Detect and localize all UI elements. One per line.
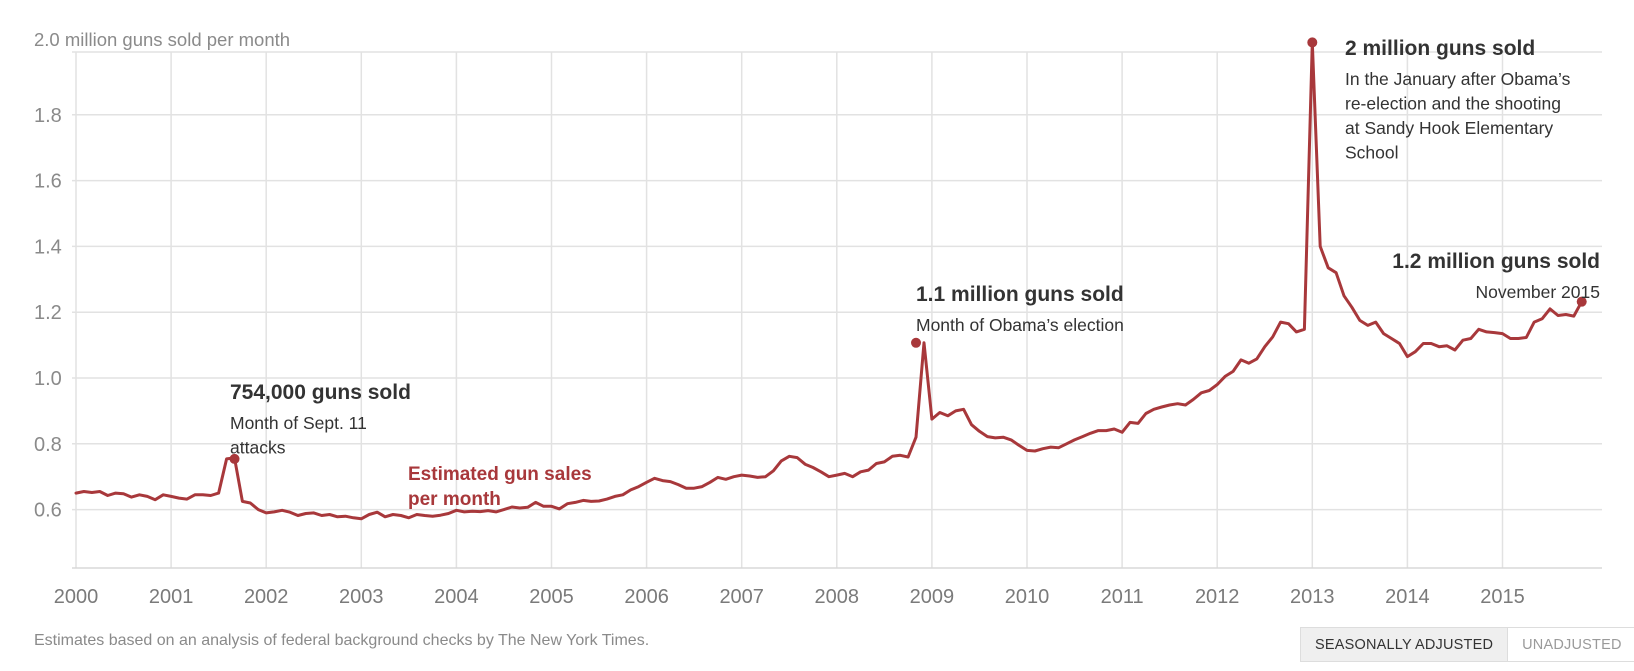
x-tick-label: 2005	[529, 586, 574, 608]
y-tick-label: 1.2	[34, 302, 62, 324]
x-tick-label: 2012	[1195, 586, 1240, 608]
y-tick-label: 0.6	[34, 500, 62, 522]
annotation-marker	[229, 453, 240, 464]
y-tick-label: 1.4	[34, 236, 62, 258]
x-tick-label: 2003	[339, 586, 384, 608]
x-tick-label: 2015	[1480, 586, 1525, 608]
annotation-text: Month of Obama’s election	[916, 315, 1124, 335]
x-tick-label: 2014	[1385, 586, 1430, 608]
series-line	[74, 40, 1584, 521]
annotation-layer: Estimated gun sales per month 754,000 guns…	[229, 37, 1600, 510]
annotation-text: at Sandy Hook Elementary	[1345, 118, 1553, 138]
annotation-text: re-election and the shooting	[1345, 94, 1561, 114]
y-tick-label: 1.8	[34, 105, 62, 127]
x-tick-label: 2010	[1005, 586, 1050, 608]
line-layer	[74, 40, 1584, 521]
annotation-text: November 2015	[1475, 282, 1600, 302]
y-axis-title: 2.0 million guns sold per month	[34, 29, 290, 50]
annotation-title: 754,000 guns sold	[230, 381, 411, 404]
x-tick-label: 2000	[54, 586, 99, 608]
annotation-text: In the January after Obama’s	[1345, 69, 1571, 89]
x-tick-label: 2011	[1101, 586, 1144, 608]
x-tick-label: 2001	[149, 586, 194, 608]
annotation-marker	[1576, 296, 1587, 307]
x-tick-label: 2004	[434, 586, 479, 608]
x-tick-label: 2007	[719, 586, 764, 608]
annotation-marker	[1307, 37, 1318, 48]
x-tick-label: 2008	[815, 586, 860, 608]
annotation-title: 1.1 million guns sold	[916, 283, 1124, 306]
annotation-title: 2 million guns sold	[1345, 37, 1535, 60]
series-label: Estimated gun sales	[408, 464, 592, 485]
y-tick-label: 1.6	[34, 171, 62, 193]
x-tick-label: 2013	[1290, 586, 1335, 608]
source-note: Estimates based on an analysis of federa…	[34, 632, 650, 649]
grid-layer: 0.6 0.8 1.0 1.2 1.4 1.6 1.8 2000 2001 2002 2003 200…	[34, 51, 1602, 608]
seasonally-adjusted-button[interactable]: SEASONALLY ADJUSTED	[1301, 628, 1508, 661]
series-label: per month	[408, 489, 501, 510]
annotation-marker	[911, 337, 922, 348]
annotation-text: School	[1345, 143, 1399, 163]
y-tick-label: 0.8	[34, 434, 62, 456]
y-tick-label: 1.0	[34, 368, 62, 390]
x-tick-label: 2009	[910, 586, 955, 608]
unadjusted-button[interactable]: UNADJUSTED	[1507, 628, 1634, 661]
annotation-text: Month of Sept. 11	[230, 413, 367, 433]
x-tick-label: 2002	[244, 586, 289, 608]
annotation-text: attacks	[230, 438, 286, 458]
annotation-title: 1.2 million guns sold	[1392, 250, 1600, 273]
adjustment-toggle[interactable]: SEASONALLY ADJUSTED UNADJUSTED	[1300, 627, 1634, 662]
x-tick-label: 2006	[624, 586, 669, 608]
